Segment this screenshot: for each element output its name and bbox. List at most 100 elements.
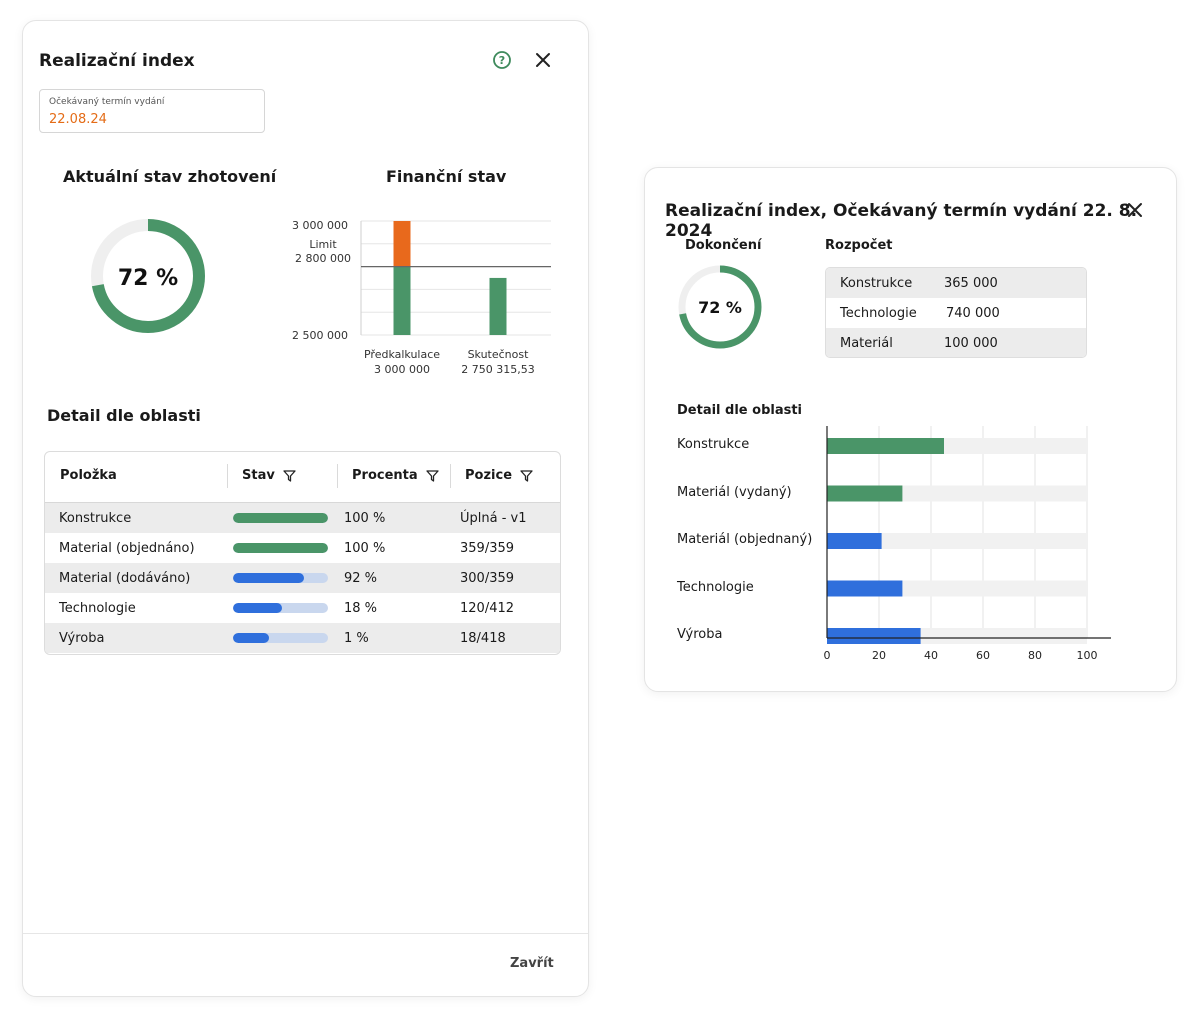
- bar-Materiál (objednaný): [827, 533, 882, 549]
- row-item: Material (dodáváno): [59, 571, 191, 586]
- bar-Materiál (vydaný): [827, 485, 903, 502]
- bar-track: [827, 533, 1087, 549]
- bar-over-limit: [393, 221, 411, 267]
- column-header-position[interactable]: Pozice: [465, 468, 533, 483]
- detail-title: Detail dle oblasti: [677, 403, 803, 418]
- column-header-percent-label: Procenta: [352, 468, 418, 483]
- completion-donut-arc: [678, 265, 762, 349]
- budget-row: Konstrukce 365 000: [826, 268, 1086, 298]
- row-position: 18/418: [460, 631, 506, 646]
- budget-table: Konstrukce 365 000 Technologie 740 000 M…: [825, 267, 1087, 358]
- close-icon[interactable]: [531, 48, 555, 72]
- completion-donut: 72 %: [678, 265, 762, 349]
- row-progress-bar: [233, 603, 328, 613]
- expected-date-field[interactable]: Očekávaný termín vydání 22.08.24: [39, 89, 265, 133]
- completion-donut-arc: [91, 219, 205, 333]
- row-progress-bar: [233, 633, 328, 643]
- filter-icon[interactable]: [425, 469, 439, 482]
- y-tick-top: 3 000 000: [292, 219, 348, 232]
- row-position: Úplná - v1: [460, 511, 527, 526]
- summary-title: Realizační index, Očekávaný termín vydán…: [665, 201, 1138, 241]
- row-position: 359/359: [460, 541, 515, 556]
- budget-row: Materiál 100 000: [826, 328, 1086, 357]
- row-item: Technologie: [59, 601, 136, 616]
- row-progress-bar: [233, 513, 328, 523]
- completion-value: 72 %: [118, 266, 178, 291]
- x-label-value: 3 000 000: [374, 363, 430, 376]
- row-progress-fill: [233, 573, 305, 583]
- help-circle-icon[interactable]: ?: [490, 48, 514, 72]
- completion-title: Aktuální stav zhotovení: [63, 167, 277, 186]
- row-percent: 92 %: [344, 571, 378, 586]
- column-header-status-label: Stav: [242, 468, 275, 483]
- dialog-title: Realizační index: [39, 51, 195, 71]
- footer-divider: [23, 933, 588, 934]
- x-tick-label: 40: [924, 649, 938, 662]
- expected-date-label: Očekávaný termín vydání: [49, 97, 165, 107]
- detail-table: Položka Stav Procenta Pozice Konstrukce 1…: [44, 451, 561, 655]
- row-progress-fill: [233, 543, 328, 553]
- expected-date-value: 22.08.24: [49, 112, 107, 127]
- row-percent: 1 %: [344, 631, 369, 646]
- row-item: Výroba: [59, 631, 105, 646]
- svg-text:?: ?: [499, 54, 505, 67]
- table-row[interactable]: Material (dodáváno) 92 % 300/359: [45, 563, 560, 593]
- x-tick-label: 0: [824, 649, 831, 662]
- x-tick-label: 60: [976, 649, 990, 662]
- table-row[interactable]: Konstrukce 100 % Úplná - v1: [45, 503, 560, 533]
- row-progress-bar: [233, 573, 328, 583]
- table-row[interactable]: Material (objednáno) 100 % 359/359: [45, 533, 560, 563]
- budget-title: Rozpočet: [825, 238, 893, 253]
- x-label-name: Skutečnost: [468, 348, 530, 361]
- budget-row-value: 740 000: [946, 306, 1000, 321]
- row-position: 120/412: [460, 601, 515, 616]
- category-label: Materiál (vydaný): [677, 484, 792, 500]
- row-percent: 100 %: [344, 541, 386, 556]
- x-tick-label: 80: [1028, 649, 1042, 662]
- limit-label: Limit: [309, 238, 337, 251]
- x-label-name: Předkalkulace: [364, 348, 440, 361]
- bar-Předkalkulace: [393, 266, 411, 335]
- close-button[interactable]: Zavřít: [510, 956, 554, 971]
- column-header-status[interactable]: Stav: [242, 468, 296, 483]
- row-progress-fill: [233, 513, 328, 523]
- category-label: Materiál (objednaný): [677, 532, 813, 547]
- completion-title: Dokončení: [685, 238, 762, 253]
- limit-value-label: 2 800 000: [295, 252, 351, 265]
- column-header-item-label: Položka: [60, 468, 117, 483]
- filter-icon[interactable]: [283, 469, 296, 482]
- realization-index-summary: Realizační index, Očekávaný termín vydán…: [644, 167, 1177, 692]
- detail-chart: 0 20 40 60 80 100: [824, 426, 1111, 662]
- completion-value: 72 %: [698, 298, 742, 317]
- finance-chart: 3 000 000 2 500 000 Limit 2 800 000 Před…: [292, 219, 551, 376]
- bar-Konstrukce: [827, 438, 944, 454]
- y-tick-bottom: 2 500 000: [292, 329, 348, 342]
- bar-Technologie: [827, 580, 903, 597]
- column-header-position-label: Pozice: [465, 468, 513, 483]
- row-progress-bar: [233, 543, 328, 553]
- column-header-percent[interactable]: Procenta: [352, 468, 439, 483]
- filter-icon[interactable]: [520, 469, 533, 482]
- detail-title: Detail dle oblasti: [47, 406, 201, 425]
- row-item: Konstrukce: [59, 511, 132, 526]
- budget-row-value: 365 000: [944, 276, 998, 291]
- column-header-item[interactable]: Položka: [60, 468, 117, 483]
- row-progress-fill: [233, 633, 270, 643]
- row-percent: 18 %: [344, 601, 378, 616]
- realization-index-dialog: Realizační index ? Očekávaný termín vydá…: [22, 20, 589, 997]
- finance-title: Finanční stav: [386, 167, 507, 186]
- budget-row-label: Konstrukce: [840, 276, 913, 291]
- row-percent: 100 %: [344, 511, 386, 526]
- category-label: Výroba: [677, 627, 723, 642]
- bar-Výroba: [827, 628, 921, 644]
- row-progress-fill: [233, 603, 283, 613]
- table-row[interactable]: Výroba 1 % 18/418: [45, 623, 560, 653]
- close-icon[interactable]: [1123, 198, 1147, 222]
- table-row[interactable]: Technologie 18 % 120/412: [45, 593, 560, 623]
- x-tick-label: 20: [872, 649, 886, 662]
- budget-row-value: 100 000: [944, 336, 998, 351]
- category-label: Konstrukce: [677, 437, 750, 452]
- bar-Skutečnost: [489, 277, 507, 335]
- row-position: 300/359: [460, 571, 515, 586]
- budget-row-label: Materiál: [840, 336, 893, 351]
